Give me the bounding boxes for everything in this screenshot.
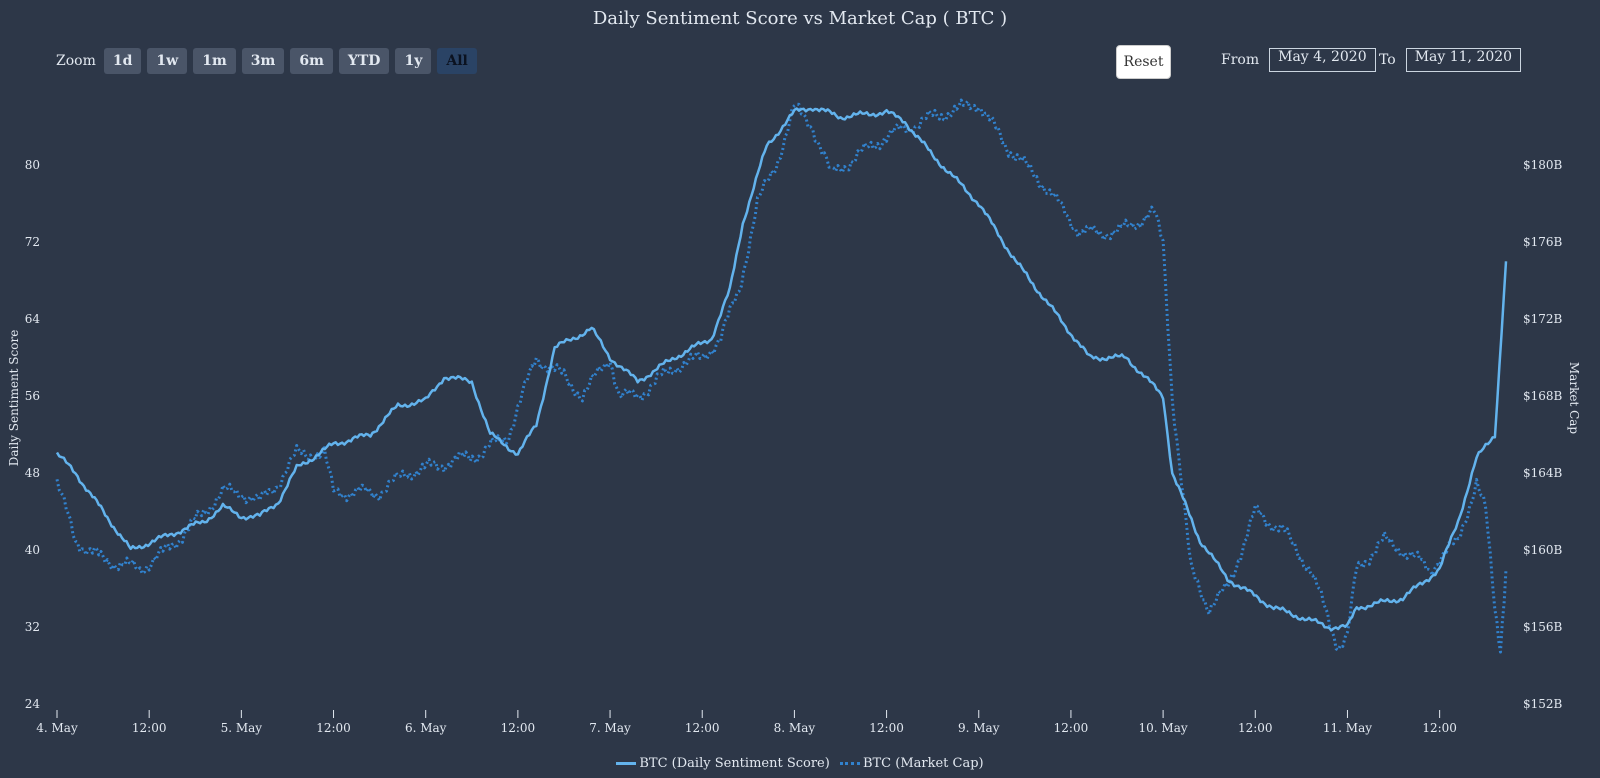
y2-tick-label: $172B xyxy=(1523,312,1563,326)
zoom-1w-button[interactable]: 1w xyxy=(147,48,188,74)
y-tick-label: 48 xyxy=(25,466,40,480)
legend-label-marketcap: BTC (Market Cap) xyxy=(862,756,984,771)
y2-tick-label: $160B xyxy=(1523,543,1563,557)
y-tick-label: 40 xyxy=(25,543,40,557)
x-tick-label: 12:00 xyxy=(685,721,720,735)
zoom-1d-button[interactable]: 1d xyxy=(103,48,142,74)
y-tick-label: 64 xyxy=(25,312,41,326)
marketcap-swatch xyxy=(839,762,860,765)
y2-tick-label: $180B xyxy=(1523,158,1563,172)
from-label: From xyxy=(1221,52,1260,68)
y-tick-label: 56 xyxy=(25,389,40,403)
y-tick-label: 24 xyxy=(25,697,41,711)
x-tick-label: 12:00 xyxy=(1054,721,1089,735)
x-tick-label: 8. May xyxy=(774,721,816,735)
zoom-1m-button[interactable]: 1m xyxy=(193,48,236,74)
x-tick-label: 12:00 xyxy=(1238,721,1273,735)
range-from: From May 4, 2020 xyxy=(1221,48,1376,72)
x-tick-label: 12:00 xyxy=(132,721,167,735)
x-tick-label: 12:00 xyxy=(1422,721,1457,735)
x-tick-label: 4. May xyxy=(36,721,78,735)
y2-tick-label: $168B xyxy=(1523,389,1563,403)
x-tick-label: 6. May xyxy=(405,721,447,735)
legend-item-sentiment[interactable]: BTC (Daily Sentiment Score) xyxy=(616,756,830,771)
reset-button[interactable]: Reset xyxy=(1116,45,1171,79)
to-label: To xyxy=(1379,52,1396,68)
y2-axis-title: Market Cap xyxy=(1567,362,1581,435)
y-tick-label: 32 xyxy=(25,620,40,634)
zoom-1y-button[interactable]: 1y xyxy=(395,48,432,74)
y2-tick-label: $156B xyxy=(1523,620,1563,634)
chart-title: Daily Sentiment Score vs Market Cap ( BT… xyxy=(592,8,1008,29)
zoom-ytd-button[interactable]: YTD xyxy=(338,48,390,74)
from-date-input[interactable]: May 4, 2020 xyxy=(1269,48,1376,72)
x-tick-label: 12:00 xyxy=(869,721,904,735)
x-tick-label: 11. May xyxy=(1323,721,1372,735)
x-tick-label: 10. May xyxy=(1139,721,1188,735)
x-tick-label: 5. May xyxy=(221,721,263,735)
x-tick-label: 12:00 xyxy=(501,721,536,735)
legend: BTC (Daily Sentiment Score) BTC (Market … xyxy=(0,754,1600,771)
sentiment-swatch xyxy=(616,762,637,765)
range-to: To May 11, 2020 xyxy=(1379,48,1522,72)
x-tick-label: 9. May xyxy=(958,721,1000,735)
x-tick-label: 12:00 xyxy=(316,721,351,735)
y2-tick-label: $164B xyxy=(1523,466,1563,480)
sentiment-line xyxy=(55,107,1508,632)
y-tick-label: 80 xyxy=(25,158,40,172)
zoom-6m-button[interactable]: 6m xyxy=(290,48,333,74)
zoom-3m-button[interactable]: 3m xyxy=(241,48,285,74)
zoom-controls: Zoom 1d 1w 1m 3m 6m YTD 1y All xyxy=(56,48,477,74)
marketcap-line xyxy=(55,98,1508,654)
y2-tick-label: $152B xyxy=(1523,697,1563,711)
y2-tick-label: $176B xyxy=(1523,235,1563,249)
legend-label-sentiment: BTC (Daily Sentiment Score) xyxy=(639,756,830,771)
to-date-input[interactable]: May 11, 2020 xyxy=(1405,48,1522,72)
y-tick-label: 72 xyxy=(25,235,40,249)
zoom-label: Zoom xyxy=(56,53,96,69)
y-axis-title: Daily Sentiment Score xyxy=(7,330,21,467)
x-tick-label: 7. May xyxy=(589,721,631,735)
zoom-all-button[interactable]: All xyxy=(437,48,477,74)
legend-item-marketcap[interactable]: BTC (Market Cap) xyxy=(839,756,984,771)
